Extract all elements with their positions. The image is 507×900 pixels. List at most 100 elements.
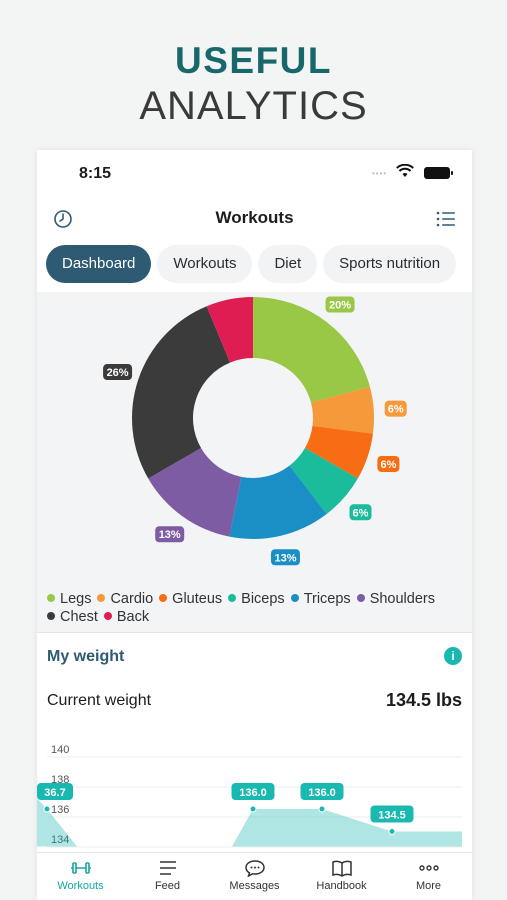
pie-chart-area: 20%6%6%6%13%13%26%6% xyxy=(37,292,472,632)
current-weight-row: Current weight 134.5 lbs xyxy=(47,690,462,712)
weight-label: 134.5 xyxy=(370,805,414,823)
pie-slice-chest xyxy=(132,306,231,479)
svg-text:13%: 13% xyxy=(159,529,181,541)
pie-slice-biceps xyxy=(289,448,358,514)
pie-label-gluteus: 6% xyxy=(377,455,400,472)
legend-item-gluteus: Gluteus xyxy=(159,590,222,608)
legend-item-legs: Legs xyxy=(47,590,91,608)
weight-label: 136.0 xyxy=(231,783,275,800)
weight-point[interactable] xyxy=(249,805,257,813)
svg-text:136.0: 136.0 xyxy=(239,787,267,799)
legend-label: Back xyxy=(116,609,150,625)
svg-text:13%: 13% xyxy=(274,552,296,564)
feed-icon xyxy=(159,861,176,875)
pie-legend: Legs Cardio Gluteus Biceps Triceps Shoulders C… xyxy=(47,590,467,626)
tabbar-feed[interactable]: Feed xyxy=(124,859,211,892)
legend-item-chest: Chest xyxy=(47,608,98,626)
pie-chart: 20%6%6%6%13%13%26%6% xyxy=(103,296,407,566)
info-icon[interactable]: i xyxy=(444,647,462,665)
legend-label: Gluteus xyxy=(172,591,223,607)
legend-swatch xyxy=(47,612,55,620)
y-tick-label: 134 xyxy=(51,834,69,846)
svg-text:134.5: 134.5 xyxy=(378,810,406,822)
legend-label: Legs xyxy=(60,591,92,607)
legend-swatch xyxy=(290,594,299,602)
status-bar: 8:15 •••• xyxy=(37,150,472,195)
messages-icon xyxy=(244,860,265,877)
legend-item-cardio: Cardio xyxy=(97,590,153,608)
tabbar-workouts[interactable]: Workouts xyxy=(37,859,124,892)
promo-title: USEFUL xyxy=(175,40,332,81)
legend-label: Biceps xyxy=(241,591,285,607)
promo-subtitle: ANALYTICS xyxy=(139,84,368,128)
legend-swatch xyxy=(47,594,55,602)
more-icon xyxy=(418,865,439,871)
legend-swatch xyxy=(356,594,365,602)
pie-label-biceps: 6% xyxy=(349,504,372,521)
legend-label: Chest xyxy=(60,609,98,625)
weight-point[interactable] xyxy=(318,805,326,813)
pie-slice-back xyxy=(206,297,253,363)
nav-bar: Workouts xyxy=(37,202,472,236)
legend-label: Triceps xyxy=(303,591,351,607)
bottom-tab-bar: Workouts Feed Messages Handbook Mor xyxy=(37,852,472,900)
legend-item-back: Back xyxy=(103,608,150,626)
tabbar-handbook[interactable]: Handbook xyxy=(298,859,385,892)
tabbar-more-label: More xyxy=(415,880,442,892)
weight-label: 136.0 xyxy=(300,783,344,800)
weight-label: 36.7 xyxy=(37,783,73,800)
legend-item-biceps: Biceps xyxy=(228,590,285,608)
tabbar-messages[interactable]: Messages xyxy=(211,859,298,892)
y-tick-label: 140 xyxy=(51,744,69,756)
legend-label: Cardio xyxy=(110,591,154,607)
dumbbell-icon xyxy=(70,862,91,874)
pie-slice-gluteus xyxy=(304,425,373,479)
svg-text:36.7: 36.7 xyxy=(44,787,65,799)
weight-area-right xyxy=(232,809,462,847)
book-icon xyxy=(331,860,352,877)
legend-swatch xyxy=(97,594,106,602)
pie-slice-legs xyxy=(253,297,370,403)
pie-label-cardio: 6% xyxy=(384,400,407,417)
pie-slice-triceps xyxy=(229,465,327,539)
pie-label-chest: 26% xyxy=(103,364,133,381)
svg-text:136.0: 136.0 xyxy=(308,787,336,799)
legend-label: Shoulders xyxy=(369,591,435,607)
wifi-icon xyxy=(396,164,414,177)
weight-section-title: My weight xyxy=(47,648,125,665)
tabbar-feed-label: Feed xyxy=(154,880,181,892)
page-title: Workouts xyxy=(215,208,294,227)
legend-item-triceps: Triceps xyxy=(290,590,351,608)
current-weight-label: Current weight xyxy=(47,692,152,709)
battery-icon xyxy=(424,167,453,179)
tabbar-more[interactable]: More xyxy=(385,859,472,892)
svg-text:26%: 26% xyxy=(107,367,129,379)
tab-sports-nutrition[interactable]: Sports nutrition xyxy=(323,245,457,283)
svg-text:6%: 6% xyxy=(380,459,396,471)
svg-text:6%: 6% xyxy=(388,404,404,416)
legend-swatch xyxy=(228,594,237,602)
svg-text:20%: 20% xyxy=(329,300,351,312)
tab-workouts[interactable]: Workouts xyxy=(157,245,253,283)
tabbar-messages-label: Messages xyxy=(229,880,280,892)
signal-icon: •••• xyxy=(372,169,388,178)
pie-label-legs: 20% xyxy=(325,296,355,313)
pie-label-triceps: 13% xyxy=(270,549,300,566)
weight-point[interactable] xyxy=(43,805,51,813)
clock-icon[interactable] xyxy=(53,209,73,229)
list-icon[interactable] xyxy=(436,210,456,228)
y-tick-label: 136 xyxy=(51,804,69,816)
weight-section-header: My weight i xyxy=(37,632,472,680)
tab-diet[interactable]: Diet xyxy=(258,245,318,283)
tab-dashboard[interactable]: Dashboard xyxy=(46,245,152,283)
pie-slice-cardio xyxy=(310,386,374,434)
status-time: 8:15 xyxy=(79,165,112,182)
pie-slice-shoulders xyxy=(148,448,242,537)
pie-label-shoulders: 13% xyxy=(155,526,185,543)
weight-point[interactable] xyxy=(388,828,396,835)
legend-swatch xyxy=(159,594,168,602)
phone-screen: 8:15 •••• Workouts Dashboard Workouts Diet… xyxy=(37,150,472,900)
legend-swatch xyxy=(103,612,112,620)
current-weight-value: 134.5 lbs xyxy=(385,690,462,710)
